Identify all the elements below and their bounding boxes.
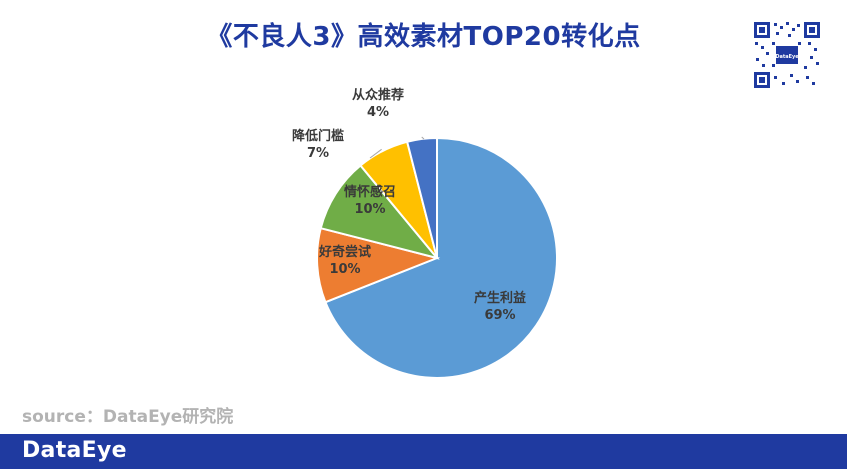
- qr-code-icon: DataEye: [752, 20, 822, 90]
- leader-line-herd-recommend: [421, 136, 425, 140]
- qr-center-text: DataEye: [775, 54, 799, 60]
- slice-value-lower-barrier: 7%: [307, 146, 329, 161]
- pie-slice-benefit: [324, 136, 558, 379]
- slice-value-nostalgia: 10%: [354, 202, 385, 217]
- slice-label-nostalgia: 情怀感召: [344, 184, 396, 200]
- slice-label-curiosity: 好奇尝试: [318, 244, 371, 260]
- slice-value-herd-recommend: 4%: [367, 105, 389, 120]
- pie-slices: [316, 136, 558, 379]
- pie-slice-herd-recommend: [405, 136, 438, 259]
- leader-line-lower-barrier: [369, 148, 382, 159]
- label-connectors: [369, 136, 425, 159]
- chart-title: 《不良人3》高效素材TOP20转化点: [206, 22, 641, 52]
- slice-labels: 产生利益 69% 好奇尝试 10% 情怀感召 10% 降低门槛 7% 从众推荐 4%: [292, 87, 526, 323]
- slice-label-lower-barrier: 降低门槛: [292, 128, 344, 144]
- slice-value-benefit: 69%: [484, 308, 515, 323]
- pie-slice-curiosity: [316, 226, 441, 304]
- slice-value-curiosity: 10%: [329, 262, 360, 277]
- pie-slice-nostalgia: [319, 164, 440, 260]
- slice-label-herd-recommend: 从众推荐: [352, 87, 404, 103]
- source-note: source：DataEye研究院: [22, 407, 234, 427]
- slice-label-benefit: 产生利益: [474, 290, 526, 306]
- footer-brand-logo: DataEye: [22, 438, 127, 463]
- footer-bar: DataEye: [0, 434, 847, 469]
